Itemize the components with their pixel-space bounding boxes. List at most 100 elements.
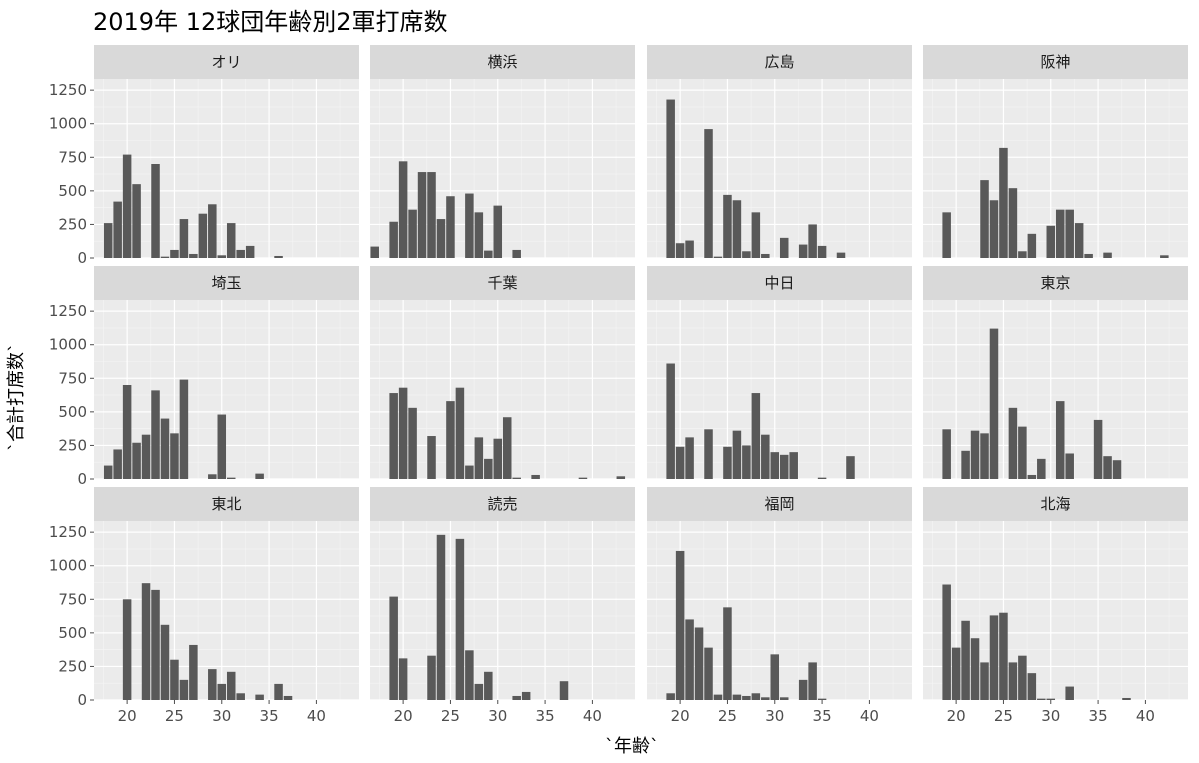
bar bbox=[236, 693, 245, 700]
bar bbox=[1103, 456, 1112, 479]
panel-background bbox=[647, 79, 912, 258]
bar bbox=[531, 474, 540, 479]
bar bbox=[770, 452, 780, 479]
bar bbox=[1065, 453, 1074, 479]
facet-panel: 北海 20 25 30 35 40 bbox=[923, 487, 1188, 725]
bar bbox=[1037, 458, 1046, 479]
x-tick-label: 30 bbox=[488, 707, 507, 725]
y-tick-label: 250 bbox=[58, 215, 87, 233]
bar bbox=[675, 446, 685, 479]
bar bbox=[723, 194, 732, 258]
bar bbox=[179, 679, 189, 700]
bar bbox=[465, 650, 474, 700]
y-tick-label: 500 bbox=[58, 624, 87, 642]
bar bbox=[578, 477, 588, 479]
facet-panel: 埼玉 0 250 500 750 1000 1250 bbox=[49, 266, 359, 488]
bar bbox=[132, 184, 141, 258]
facet-strip-label: 埼玉 bbox=[211, 274, 241, 292]
x-tick-label: 25 bbox=[441, 707, 460, 725]
bar bbox=[512, 695, 521, 700]
facet-strip bbox=[647, 487, 912, 521]
facet-panel: 読売 20 25 30 35 40 bbox=[370, 487, 635, 725]
y-tick-label: 0 bbox=[77, 691, 87, 709]
bar bbox=[502, 417, 512, 479]
bar bbox=[208, 204, 217, 258]
bar bbox=[1065, 209, 1074, 258]
facet-strip-label: 東北 bbox=[211, 495, 241, 513]
facet-strip-label: 広島 bbox=[764, 53, 794, 71]
y-tick-label: 500 bbox=[58, 403, 87, 421]
facet-strip-label: 中日 bbox=[764, 274, 794, 292]
facet-strip bbox=[923, 487, 1188, 521]
facet-panel: 千葉 bbox=[370, 266, 635, 480]
bar bbox=[980, 433, 989, 479]
panel-background bbox=[370, 521, 635, 700]
bar bbox=[170, 659, 179, 700]
bar bbox=[245, 245, 255, 258]
bar bbox=[226, 223, 236, 258]
facet-panel: 東京 bbox=[923, 266, 1188, 480]
bar bbox=[942, 212, 951, 258]
bar bbox=[189, 644, 198, 700]
bar bbox=[1103, 252, 1112, 258]
facet-strip bbox=[94, 487, 359, 521]
bar bbox=[1093, 419, 1103, 479]
y-tick-label: 0 bbox=[77, 470, 87, 488]
facet-panel: 福岡 20 25 30 35 40 bbox=[647, 487, 912, 725]
bar bbox=[113, 449, 122, 479]
facet-strip bbox=[370, 266, 635, 300]
bar bbox=[980, 662, 989, 700]
y-tick-label: 750 bbox=[58, 148, 87, 166]
chart-title: 2019年 12球団年齢別2軍打席数 bbox=[93, 8, 448, 36]
bar bbox=[493, 438, 503, 479]
y-tick-label: 0 bbox=[77, 249, 87, 267]
bar bbox=[989, 328, 999, 479]
bar bbox=[713, 256, 723, 258]
bar bbox=[389, 393, 398, 479]
facet-strip-label: 福岡 bbox=[764, 495, 794, 513]
bar bbox=[751, 393, 761, 479]
panel-background bbox=[94, 521, 359, 700]
bar bbox=[208, 669, 217, 700]
bar bbox=[474, 437, 484, 479]
bar bbox=[779, 697, 789, 700]
x-tick-label: 40 bbox=[860, 707, 879, 725]
bar bbox=[723, 446, 732, 479]
bar bbox=[427, 172, 436, 258]
x-tick-label: 20 bbox=[947, 707, 966, 725]
bar bbox=[141, 434, 151, 479]
bar bbox=[742, 251, 751, 258]
x-tick-label: 20 bbox=[118, 707, 137, 725]
bar bbox=[694, 627, 704, 700]
bar bbox=[446, 196, 455, 258]
bar bbox=[160, 624, 170, 700]
bar bbox=[704, 429, 713, 479]
bar bbox=[732, 430, 742, 479]
bar bbox=[417, 172, 427, 258]
bar bbox=[455, 387, 465, 479]
bar bbox=[685, 619, 694, 700]
facet-strip-label: オリ bbox=[211, 53, 241, 71]
bar bbox=[761, 434, 770, 479]
y-tick-label: 1250 bbox=[49, 523, 87, 541]
facet-strip bbox=[370, 45, 635, 79]
facet-panel: 広島 bbox=[647, 45, 912, 259]
bar bbox=[1008, 407, 1018, 479]
bar bbox=[1160, 255, 1169, 258]
bar bbox=[493, 205, 503, 258]
bar bbox=[1122, 697, 1131, 700]
facet-strip bbox=[647, 45, 912, 79]
bar bbox=[208, 474, 217, 479]
bar bbox=[179, 379, 189, 479]
bar bbox=[1046, 225, 1056, 258]
facet-strip-label: 千葉 bbox=[487, 274, 517, 292]
x-tick-label: 20 bbox=[671, 707, 690, 725]
bar bbox=[151, 164, 160, 258]
y-tick-label: 1250 bbox=[49, 302, 87, 320]
bar bbox=[474, 212, 484, 258]
bar bbox=[370, 246, 379, 258]
bar bbox=[704, 647, 713, 700]
